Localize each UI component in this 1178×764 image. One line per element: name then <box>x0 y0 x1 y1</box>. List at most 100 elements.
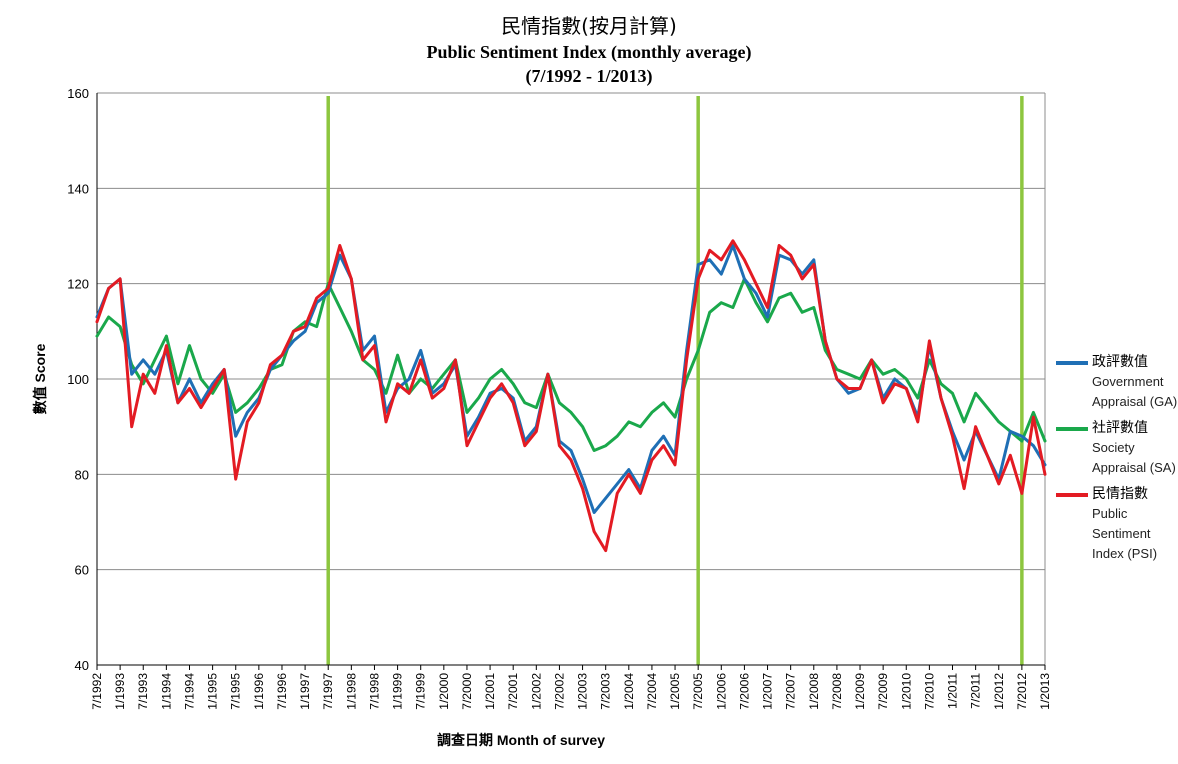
data-point-ga-1-2001 <box>488 392 492 395</box>
data-point-ga-7-1999 <box>419 349 422 352</box>
data-point-psi-4-2010 <box>916 420 919 424</box>
legend-label-zh-ga: 政評數值 <box>1092 354 1148 370</box>
data-point-psi-4-2005 <box>685 358 688 362</box>
data-point-psi-1-1999 <box>396 382 399 385</box>
data-point-psi-7-2007 <box>789 253 792 257</box>
data-point-psi-7-2000 <box>465 444 469 447</box>
data-point-psi-4-2000 <box>454 358 457 362</box>
data-point-psi-7-1992 <box>95 320 99 323</box>
data-point-psi-7-2009 <box>881 401 885 404</box>
data-point-psi-1-1996 <box>257 401 261 404</box>
data-point-psi-10-2003 <box>616 492 619 495</box>
data-point-psi-1-2001 <box>488 396 492 400</box>
data-point-sa-1-2013 <box>1043 439 1047 443</box>
data-point-psi-4-2009 <box>870 358 873 362</box>
data-point-ga-4-2003 <box>592 511 596 514</box>
data-point-psi-7-2005 <box>697 277 700 281</box>
chart-title-chinese: 民情指數(按月計算) <box>501 14 677 38</box>
data-point-ga-1-2004 <box>627 468 630 471</box>
data-point-psi-1-2008 <box>812 263 815 266</box>
x-tick-label-1-2011: 1/2011 <box>946 673 960 709</box>
x-tick-label-1-2005: 1/2005 <box>668 673 682 710</box>
data-point-sa-7-1992 <box>95 334 99 338</box>
x-tick-label-7-2003: 7/2003 <box>599 673 613 710</box>
data-point-ga-4-2001 <box>500 387 503 390</box>
x-tick-label-7-2002: 7/2002 <box>552 673 566 710</box>
x-tick-label-7-2005: 7/2005 <box>691 673 705 710</box>
data-point-ga-10-1997 <box>338 253 341 257</box>
data-point-psi-4-1996 <box>269 363 272 366</box>
data-point-sa-4-2001 <box>500 368 503 371</box>
data-point-sa-1-1998 <box>350 330 353 333</box>
x-tick-label-7-2008: 7/2008 <box>830 673 844 710</box>
data-point-psi-4-1999 <box>407 392 411 395</box>
data-point-psi-1-1997 <box>303 325 307 328</box>
data-point-psi-7-2006 <box>743 258 746 261</box>
data-point-psi-1-2010 <box>905 387 908 390</box>
data-point-sa-7-2004 <box>650 411 654 414</box>
data-point-psi-10-1995 <box>246 420 249 424</box>
legend-item-psi: 民情指數 Public Sentiment Index (PSI) <box>1056 484 1178 564</box>
data-point-psi-10-1993 <box>153 392 156 395</box>
data-point-sa-1-2002 <box>535 406 538 409</box>
data-point-psi-10-1997 <box>338 244 341 247</box>
data-point-psi-10-2000 <box>477 420 480 424</box>
data-point-psi-10-2004 <box>662 444 665 447</box>
x-tick-label-1-1993: 1/1993 <box>113 673 127 710</box>
data-point-psi-10-2002 <box>569 458 573 462</box>
data-point-ga-10-2006 <box>754 292 758 295</box>
data-point-sa-1-1999 <box>396 354 399 357</box>
data-point-ga-10-1993 <box>153 373 156 376</box>
data-point-ga-7-1993 <box>142 358 145 362</box>
data-point-sa-1-1993 <box>118 325 122 328</box>
data-point-psi-4-2002 <box>546 373 550 376</box>
data-point-psi-4-2007 <box>777 244 781 247</box>
data-point-sa-4-2010 <box>916 396 919 400</box>
data-point-ga-10-2004 <box>662 435 665 438</box>
x-tick-label-1-1995: 1/1995 <box>206 673 220 710</box>
x-tick-label-1-1997: 1/1997 <box>298 673 312 710</box>
data-point-sa-10-2005 <box>708 311 711 314</box>
x-tick-label-1-2004: 1/2004 <box>622 673 636 710</box>
data-point-sa-4-2006 <box>731 306 735 309</box>
data-point-psi-1-2003 <box>581 487 584 490</box>
data-point-sa-10-1998 <box>384 392 388 395</box>
data-point-psi-4-2011 <box>962 487 966 490</box>
data-point-sa-1-2009 <box>858 377 862 381</box>
data-point-psi-7-1994 <box>188 387 191 390</box>
data-point-psi-10-2001 <box>523 444 526 447</box>
data-point-ga-10-2002 <box>569 449 573 452</box>
data-point-ga-7-2003 <box>604 497 607 500</box>
data-point-sa-10-2012 <box>1032 411 1035 414</box>
data-point-ga-1-1997 <box>303 330 307 333</box>
data-point-ga-7-1998 <box>373 334 376 338</box>
x-tick-label-1-2013: 1/2013 <box>1038 673 1052 710</box>
data-point-psi-1-2006 <box>720 258 723 261</box>
data-point-sa-1-2008 <box>812 306 815 309</box>
y-tick-label-60: 60 <box>75 563 89 578</box>
x-tick-label-7-1992: 7/1992 <box>90 673 104 710</box>
data-point-sa-4-2004 <box>639 425 642 428</box>
gridlines <box>97 92 1046 666</box>
data-point-sa-1-2003 <box>581 425 584 428</box>
data-point-sa-7-2001 <box>512 382 515 385</box>
legend-label-zh-psi: 民情指數 <box>1092 486 1148 502</box>
data-point-psi-7-2002 <box>558 444 561 447</box>
data-point-psi-1-1995 <box>211 387 214 390</box>
x-tick-label-7-1996: 7/1996 <box>275 673 289 710</box>
data-point-sa-1-2011 <box>951 392 954 395</box>
x-tick-label-7-2006: 7/2006 <box>737 673 751 710</box>
data-point-ga-10-1994 <box>199 401 203 404</box>
chart-subtitle: (7/1992 - 1/2013) <box>525 66 653 86</box>
x-tick-label-7-1993: 7/1993 <box>136 673 150 710</box>
data-point-ga-10-2009 <box>893 377 896 381</box>
data-point-sa-10-1997 <box>338 306 341 309</box>
x-tick-label-1-1998: 1/1998 <box>344 673 358 710</box>
data-point-psi-4-2001 <box>500 382 503 385</box>
data-point-psi-1-1993 <box>118 277 122 281</box>
data-point-psi-4-2003 <box>592 530 596 533</box>
data-point-psi-1-2013 <box>1043 473 1047 476</box>
data-point-psi-1-2005 <box>673 463 677 466</box>
data-point-sa-4-1997 <box>315 325 318 328</box>
